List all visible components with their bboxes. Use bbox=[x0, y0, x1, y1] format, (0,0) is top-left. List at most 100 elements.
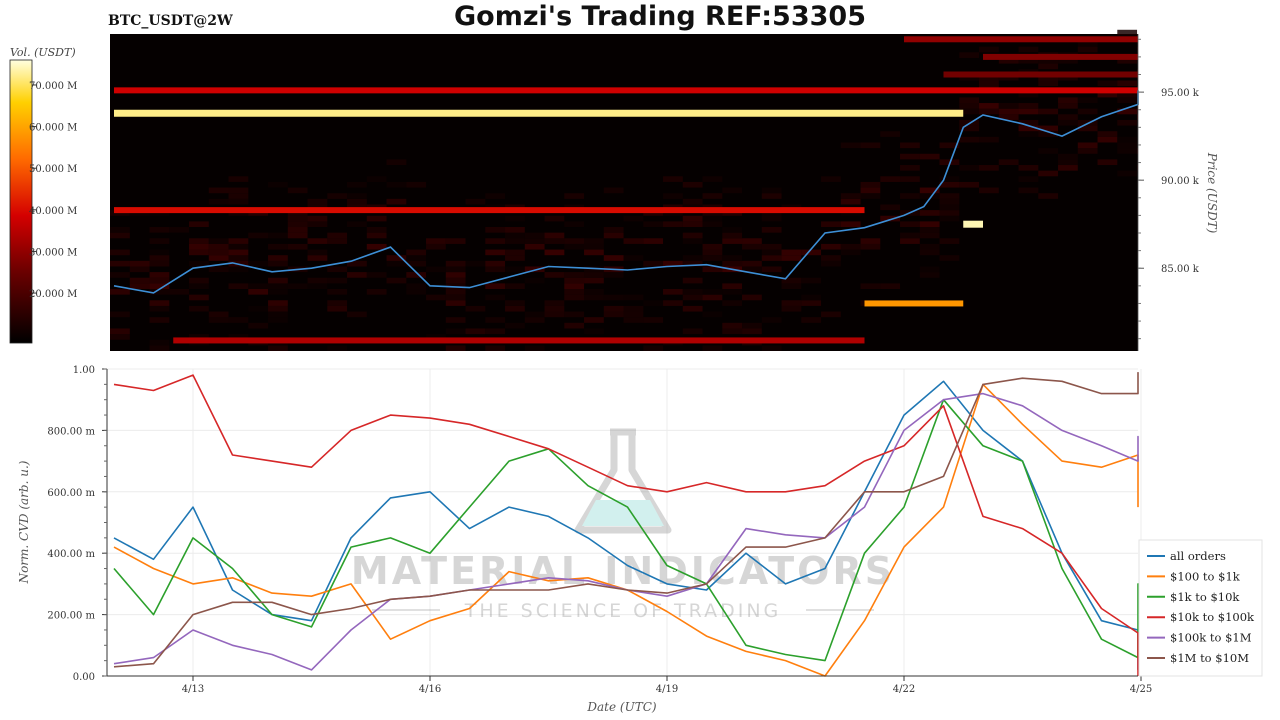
heatmap-cell bbox=[189, 277, 209, 284]
order-band bbox=[963, 220, 983, 228]
cvd-series-line bbox=[113, 398, 1139, 662]
cvd-y-tick-label: 600.00 m bbox=[47, 488, 95, 499]
heatmap-cell bbox=[564, 243, 585, 250]
heatmap-cell bbox=[722, 232, 743, 239]
heatmap-cell bbox=[426, 238, 446, 244]
heatmap-cell bbox=[801, 294, 822, 301]
cvd-x-axis-label: Date (UTC) bbox=[586, 700, 656, 714]
heatmap-cell bbox=[564, 322, 585, 329]
heatmap-cell bbox=[347, 260, 367, 267]
heatmap-cell bbox=[959, 97, 980, 104]
order-band bbox=[114, 109, 964, 117]
heatmap-cell bbox=[919, 243, 940, 250]
heatmap-cell bbox=[347, 181, 367, 188]
heatmap-cell bbox=[307, 283, 328, 290]
heatmap-cell bbox=[880, 204, 901, 211]
heatmap-cell bbox=[406, 181, 427, 188]
heatmap-cell bbox=[1018, 57, 1039, 64]
heatmap-bands bbox=[114, 36, 1138, 344]
order-band bbox=[114, 207, 865, 214]
heatmap-cell bbox=[1097, 80, 1118, 87]
heatmap-cell bbox=[722, 227, 743, 233]
heatmap-cell bbox=[228, 255, 249, 261]
heatmap-cell bbox=[722, 187, 743, 194]
heatmap-cell bbox=[445, 328, 466, 335]
heatmap-cell bbox=[742, 322, 762, 329]
heatmap-cell bbox=[860, 142, 881, 149]
heatmap-cell bbox=[307, 221, 328, 228]
heatmap-cell bbox=[919, 266, 940, 273]
watermark-brand: MATERIAL INDICATORS bbox=[351, 549, 895, 593]
watermark-tagline: THE SCIENCE OF TRADING bbox=[464, 600, 782, 622]
heatmap-cell bbox=[998, 108, 1019, 115]
heatmap-cell bbox=[821, 176, 841, 182]
heatmap-cell bbox=[919, 187, 940, 194]
heatmap-cell bbox=[208, 311, 229, 318]
heatmap-cell bbox=[524, 238, 545, 244]
heatmap-cell bbox=[544, 238, 565, 244]
cvd-x-tick-label: 4/13 bbox=[182, 684, 204, 695]
heatmap-cell bbox=[169, 289, 190, 295]
heatmap-cell bbox=[228, 193, 249, 199]
heatmap-cell bbox=[979, 74, 999, 81]
heatmap-cell bbox=[445, 272, 466, 278]
heatmap-cell bbox=[268, 181, 288, 188]
heatmap-cell bbox=[327, 289, 348, 295]
heatmap-cell bbox=[840, 193, 861, 199]
heatmap-cell bbox=[445, 317, 466, 323]
heatmap-cell bbox=[129, 260, 150, 267]
heatmap-cell bbox=[939, 238, 960, 244]
legend-label: $100 to $1k bbox=[1170, 569, 1241, 583]
cvd-x-tick-label: 4/16 bbox=[419, 684, 441, 695]
heatmap-cell bbox=[485, 193, 506, 199]
legend-label: all orders bbox=[1170, 549, 1226, 563]
heatmap-cell bbox=[386, 277, 407, 284]
heatmap-cell bbox=[682, 255, 703, 261]
heatmap-cell bbox=[426, 243, 446, 250]
heatmap-cell bbox=[1018, 91, 1039, 98]
heatmap-cell bbox=[208, 255, 229, 261]
heatmap-cell bbox=[663, 193, 683, 199]
heatmap-cell bbox=[682, 215, 703, 222]
heatmap-cell bbox=[781, 255, 802, 261]
heatmap-cell bbox=[643, 260, 664, 267]
cvd-series-line bbox=[113, 383, 1139, 677]
heatmap-cell bbox=[959, 103, 980, 109]
heatmap-cell bbox=[327, 266, 348, 273]
heatmap-cell bbox=[682, 289, 703, 295]
cvd-y-tick-label: 800.00 m bbox=[47, 426, 95, 437]
cvd-y-axis-label: Norm. CVD (arb. u.) bbox=[17, 460, 31, 584]
symbol-label: BTC_USDT@2W bbox=[108, 13, 233, 29]
heatmap-cell bbox=[1018, 176, 1039, 182]
colorbar-tick-label: 60.000 M bbox=[29, 123, 77, 134]
heatmap-cell bbox=[149, 272, 170, 278]
heatmap-cell bbox=[228, 334, 249, 340]
heatmap-cell bbox=[1058, 153, 1078, 160]
heatmap-cell bbox=[287, 283, 308, 290]
heatmap-cell bbox=[327, 277, 348, 284]
heatmap-cell bbox=[1077, 46, 1098, 53]
heatmap-cell bbox=[189, 243, 209, 250]
heatmap-cell bbox=[1117, 91, 1138, 98]
heatmap-cell bbox=[208, 317, 229, 323]
colorbar: Vol. (USDT) 70.000 M 60.000 M 50.000 M 40.0… bbox=[9, 46, 77, 344]
heatmap-cell bbox=[149, 255, 170, 261]
heatmap-cell bbox=[327, 193, 348, 199]
heatmap-cell bbox=[860, 181, 881, 188]
heatmap-cell bbox=[505, 300, 525, 306]
heatmap-cell bbox=[702, 311, 723, 318]
heatmap-cell bbox=[347, 221, 367, 228]
heatmap-cell bbox=[959, 74, 980, 81]
cvd-series-line bbox=[113, 380, 1139, 670]
heatmap-cell bbox=[781, 277, 802, 284]
heatmap-cell bbox=[268, 311, 288, 318]
price-axis-label: Price (USDT) bbox=[1205, 152, 1219, 234]
heatmap-cell bbox=[1018, 165, 1039, 171]
legend: all orders $100 to $1k $1k to $10k $10k to … bbox=[1138, 539, 1263, 677]
heatmap-cell bbox=[1038, 108, 1059, 115]
heatmap-cell bbox=[485, 227, 506, 233]
heatmap-cell bbox=[801, 300, 822, 306]
heatmap-cell bbox=[781, 283, 802, 290]
heatmap-cell bbox=[939, 181, 960, 188]
